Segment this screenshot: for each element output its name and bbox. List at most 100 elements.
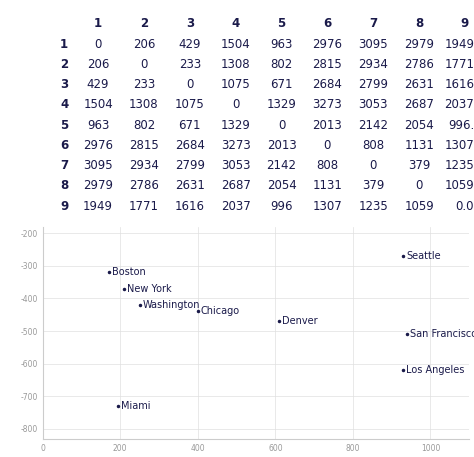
Text: 2013: 2013 xyxy=(312,118,342,132)
Text: New York: New York xyxy=(127,284,172,293)
Text: 2934: 2934 xyxy=(129,159,159,172)
Text: 5: 5 xyxy=(277,17,286,30)
Text: Boston: Boston xyxy=(112,267,146,277)
Text: 3053: 3053 xyxy=(358,98,388,112)
Text: 2631: 2631 xyxy=(175,179,205,192)
Text: 0: 0 xyxy=(324,139,331,152)
Text: 2037.0: 2037.0 xyxy=(445,98,474,112)
Text: 1329: 1329 xyxy=(266,98,297,112)
Text: 2: 2 xyxy=(140,17,148,30)
Text: 1308: 1308 xyxy=(129,98,159,112)
Text: Washington: Washington xyxy=(143,300,200,310)
Text: 1949: 1949 xyxy=(83,200,113,213)
Text: 7: 7 xyxy=(60,159,68,172)
Text: 2786: 2786 xyxy=(404,58,434,71)
Text: Chicago: Chicago xyxy=(201,307,240,316)
Text: 1: 1 xyxy=(60,37,68,51)
Text: 6: 6 xyxy=(60,139,68,152)
Text: 4: 4 xyxy=(232,17,240,30)
Text: 8: 8 xyxy=(60,179,68,192)
Text: 1059: 1059 xyxy=(404,200,434,213)
Text: 233: 233 xyxy=(179,58,201,71)
Text: 996: 996 xyxy=(270,200,293,213)
Text: 9: 9 xyxy=(461,17,469,30)
Text: 0: 0 xyxy=(370,159,377,172)
Text: 808: 808 xyxy=(362,139,384,152)
Text: 1075: 1075 xyxy=(175,98,205,112)
Text: 2142: 2142 xyxy=(266,159,297,172)
Text: 1131: 1131 xyxy=(312,179,342,192)
Text: 2054: 2054 xyxy=(404,118,434,132)
Text: 0: 0 xyxy=(415,179,423,192)
Text: 2684: 2684 xyxy=(175,139,205,152)
Text: 429: 429 xyxy=(179,37,201,51)
Text: 2815: 2815 xyxy=(312,58,342,71)
Text: 1949.0: 1949.0 xyxy=(445,37,474,51)
Text: 2979: 2979 xyxy=(83,179,113,192)
Text: 802: 802 xyxy=(133,118,155,132)
Text: 1: 1 xyxy=(94,17,102,30)
Text: 2799: 2799 xyxy=(175,159,205,172)
Text: 7: 7 xyxy=(369,17,377,30)
Text: 5: 5 xyxy=(60,118,68,132)
Text: 1771.0: 1771.0 xyxy=(445,58,474,71)
Text: 429: 429 xyxy=(87,78,109,91)
Text: 6: 6 xyxy=(323,17,331,30)
Text: 2054: 2054 xyxy=(267,179,296,192)
Text: 1616.0: 1616.0 xyxy=(445,78,474,91)
Text: 1307: 1307 xyxy=(312,200,342,213)
Text: 8: 8 xyxy=(415,17,423,30)
Text: 1504: 1504 xyxy=(221,37,251,51)
Text: 2979: 2979 xyxy=(404,37,434,51)
Text: 379: 379 xyxy=(362,179,384,192)
Text: 996.0: 996.0 xyxy=(448,118,474,132)
Text: 3095: 3095 xyxy=(83,159,113,172)
Text: 3: 3 xyxy=(186,17,194,30)
Text: 802: 802 xyxy=(271,58,292,71)
Text: 3273: 3273 xyxy=(221,139,251,152)
Text: Denver: Denver xyxy=(283,316,318,326)
Text: 1059.0: 1059.0 xyxy=(445,179,474,192)
Text: 2631: 2631 xyxy=(404,78,434,91)
Text: 1504: 1504 xyxy=(83,98,113,112)
Text: 2013: 2013 xyxy=(267,139,296,152)
Text: 1075: 1075 xyxy=(221,78,251,91)
Text: 1329: 1329 xyxy=(221,118,251,132)
Text: 206: 206 xyxy=(133,37,155,51)
Text: 9: 9 xyxy=(60,200,68,213)
Text: 3095: 3095 xyxy=(358,37,388,51)
Text: 2799: 2799 xyxy=(358,78,388,91)
Text: 808: 808 xyxy=(316,159,338,172)
Text: 0: 0 xyxy=(232,98,239,112)
Text: 671: 671 xyxy=(179,118,201,132)
Text: 0.0: 0.0 xyxy=(456,200,474,213)
Text: 3273: 3273 xyxy=(312,98,342,112)
Text: 671: 671 xyxy=(270,78,293,91)
Text: 2142: 2142 xyxy=(358,118,388,132)
Text: San Francisco: San Francisco xyxy=(410,329,474,339)
Text: 1235.0: 1235.0 xyxy=(445,159,474,172)
Text: 2687: 2687 xyxy=(404,98,434,112)
Text: 3: 3 xyxy=(60,78,68,91)
Text: 2: 2 xyxy=(60,58,68,71)
Text: 0: 0 xyxy=(94,37,102,51)
Text: 0: 0 xyxy=(186,78,193,91)
Text: 963: 963 xyxy=(87,118,109,132)
Text: Seattle: Seattle xyxy=(406,251,441,261)
Text: 2976: 2976 xyxy=(312,37,342,51)
Text: 3053: 3053 xyxy=(221,159,250,172)
Text: 963: 963 xyxy=(270,37,293,51)
Text: 2786: 2786 xyxy=(129,179,159,192)
Text: 1308: 1308 xyxy=(221,58,250,71)
Text: 2815: 2815 xyxy=(129,139,159,152)
Text: 233: 233 xyxy=(133,78,155,91)
Text: 206: 206 xyxy=(87,58,109,71)
Text: 1131: 1131 xyxy=(404,139,434,152)
Text: 1235: 1235 xyxy=(358,200,388,213)
Text: 0: 0 xyxy=(278,118,285,132)
Text: 1771: 1771 xyxy=(129,200,159,213)
Text: Los Angeles: Los Angeles xyxy=(406,365,465,375)
Text: 1616: 1616 xyxy=(175,200,205,213)
Text: 2976: 2976 xyxy=(83,139,113,152)
Text: 1307.0: 1307.0 xyxy=(445,139,474,152)
